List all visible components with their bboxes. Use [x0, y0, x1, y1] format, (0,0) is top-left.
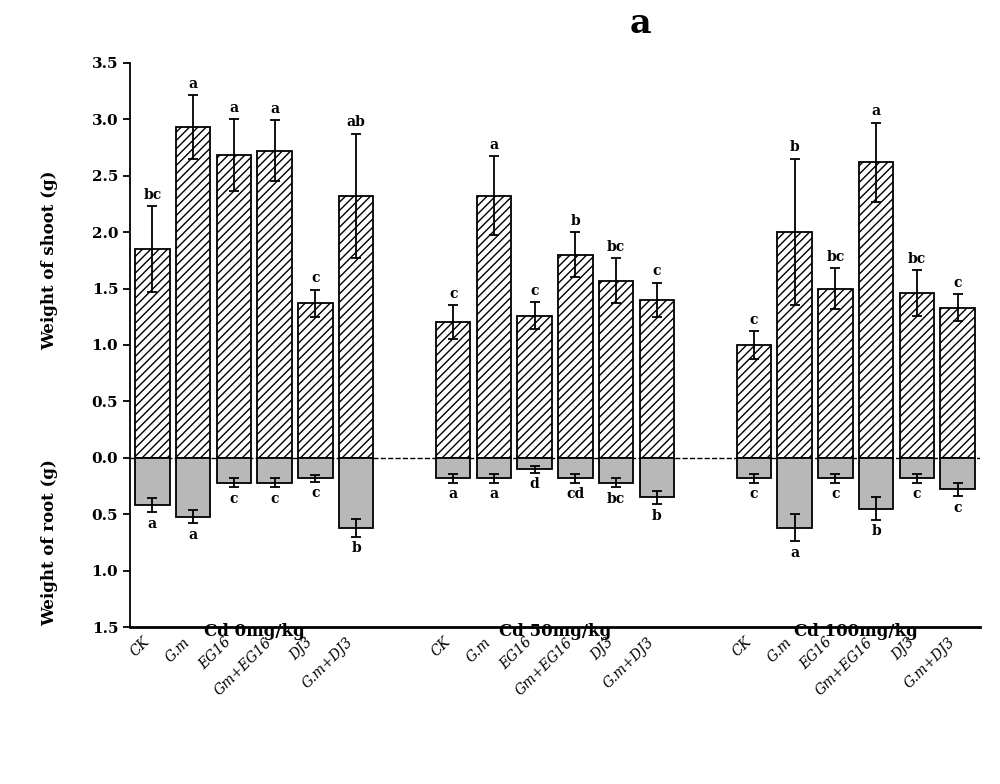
Text: bc: bc: [826, 249, 845, 263]
Bar: [217, 155, 251, 458]
Text: Cd 50mg/kg: Cd 50mg/kg: [499, 622, 611, 640]
Bar: [599, 458, 633, 483]
Text: bc: bc: [607, 492, 625, 506]
Text: Cd 0mg/kg: Cd 0mg/kg: [204, 622, 305, 640]
Bar: [777, 458, 812, 528]
Text: c: c: [449, 287, 457, 301]
Bar: [859, 458, 893, 509]
Text: a: a: [229, 100, 238, 114]
Bar: [436, 322, 470, 458]
Text: b: b: [652, 509, 662, 523]
Bar: [298, 458, 333, 478]
Text: c: c: [831, 487, 840, 501]
Bar: [257, 458, 292, 483]
Bar: [859, 162, 893, 458]
Bar: [640, 458, 674, 497]
Text: Weight of shoot (g): Weight of shoot (g): [41, 171, 58, 350]
Bar: [135, 249, 170, 458]
Text: a: a: [189, 77, 198, 91]
Text: c: c: [913, 487, 921, 501]
Text: c: c: [270, 492, 279, 506]
Text: c: c: [311, 271, 320, 285]
Bar: [339, 458, 373, 528]
Bar: [436, 458, 470, 478]
Text: cd: cd: [566, 487, 584, 501]
Text: a: a: [790, 546, 799, 560]
Text: a: a: [489, 138, 498, 152]
Text: b: b: [570, 213, 580, 227]
Bar: [558, 458, 593, 478]
Text: c: c: [953, 276, 962, 289]
Bar: [737, 345, 771, 458]
Text: b: b: [351, 542, 361, 555]
Text: b: b: [871, 524, 881, 539]
Bar: [737, 458, 771, 478]
Bar: [257, 151, 292, 458]
Text: c: c: [653, 264, 661, 278]
Bar: [135, 458, 170, 505]
Bar: [940, 307, 975, 458]
Text: c: c: [530, 284, 539, 298]
Text: a: a: [148, 517, 157, 531]
Text: c: c: [750, 313, 758, 327]
Text: a: a: [270, 102, 279, 116]
Text: bc: bc: [607, 240, 625, 253]
Text: ab: ab: [347, 115, 365, 129]
Text: c: c: [230, 492, 238, 506]
Bar: [640, 299, 674, 458]
Bar: [217, 458, 251, 483]
Text: a: a: [189, 528, 198, 542]
Text: a: a: [872, 104, 881, 118]
Bar: [477, 458, 511, 478]
Text: a: a: [489, 487, 498, 501]
Text: c: c: [750, 487, 758, 501]
Bar: [900, 293, 934, 458]
Bar: [176, 127, 210, 458]
Bar: [477, 196, 511, 458]
Bar: [298, 303, 333, 458]
Bar: [517, 458, 552, 469]
Text: bc: bc: [908, 252, 926, 266]
Bar: [818, 289, 853, 458]
Bar: [940, 458, 975, 489]
Bar: [339, 196, 373, 458]
Text: a: a: [629, 7, 651, 40]
Bar: [176, 458, 210, 517]
Text: d: d: [530, 477, 540, 491]
Text: Weight of root (g): Weight of root (g): [41, 459, 58, 626]
Text: b: b: [790, 140, 800, 154]
Bar: [818, 458, 853, 478]
Text: Cd 100mg/kg: Cd 100mg/kg: [794, 622, 918, 640]
Bar: [900, 458, 934, 478]
Bar: [599, 281, 633, 458]
Bar: [558, 255, 593, 458]
Text: c: c: [953, 501, 962, 515]
Text: c: c: [311, 486, 320, 500]
Text: bc: bc: [143, 187, 162, 201]
Bar: [777, 232, 812, 458]
Text: a: a: [449, 487, 458, 501]
Bar: [517, 316, 552, 458]
